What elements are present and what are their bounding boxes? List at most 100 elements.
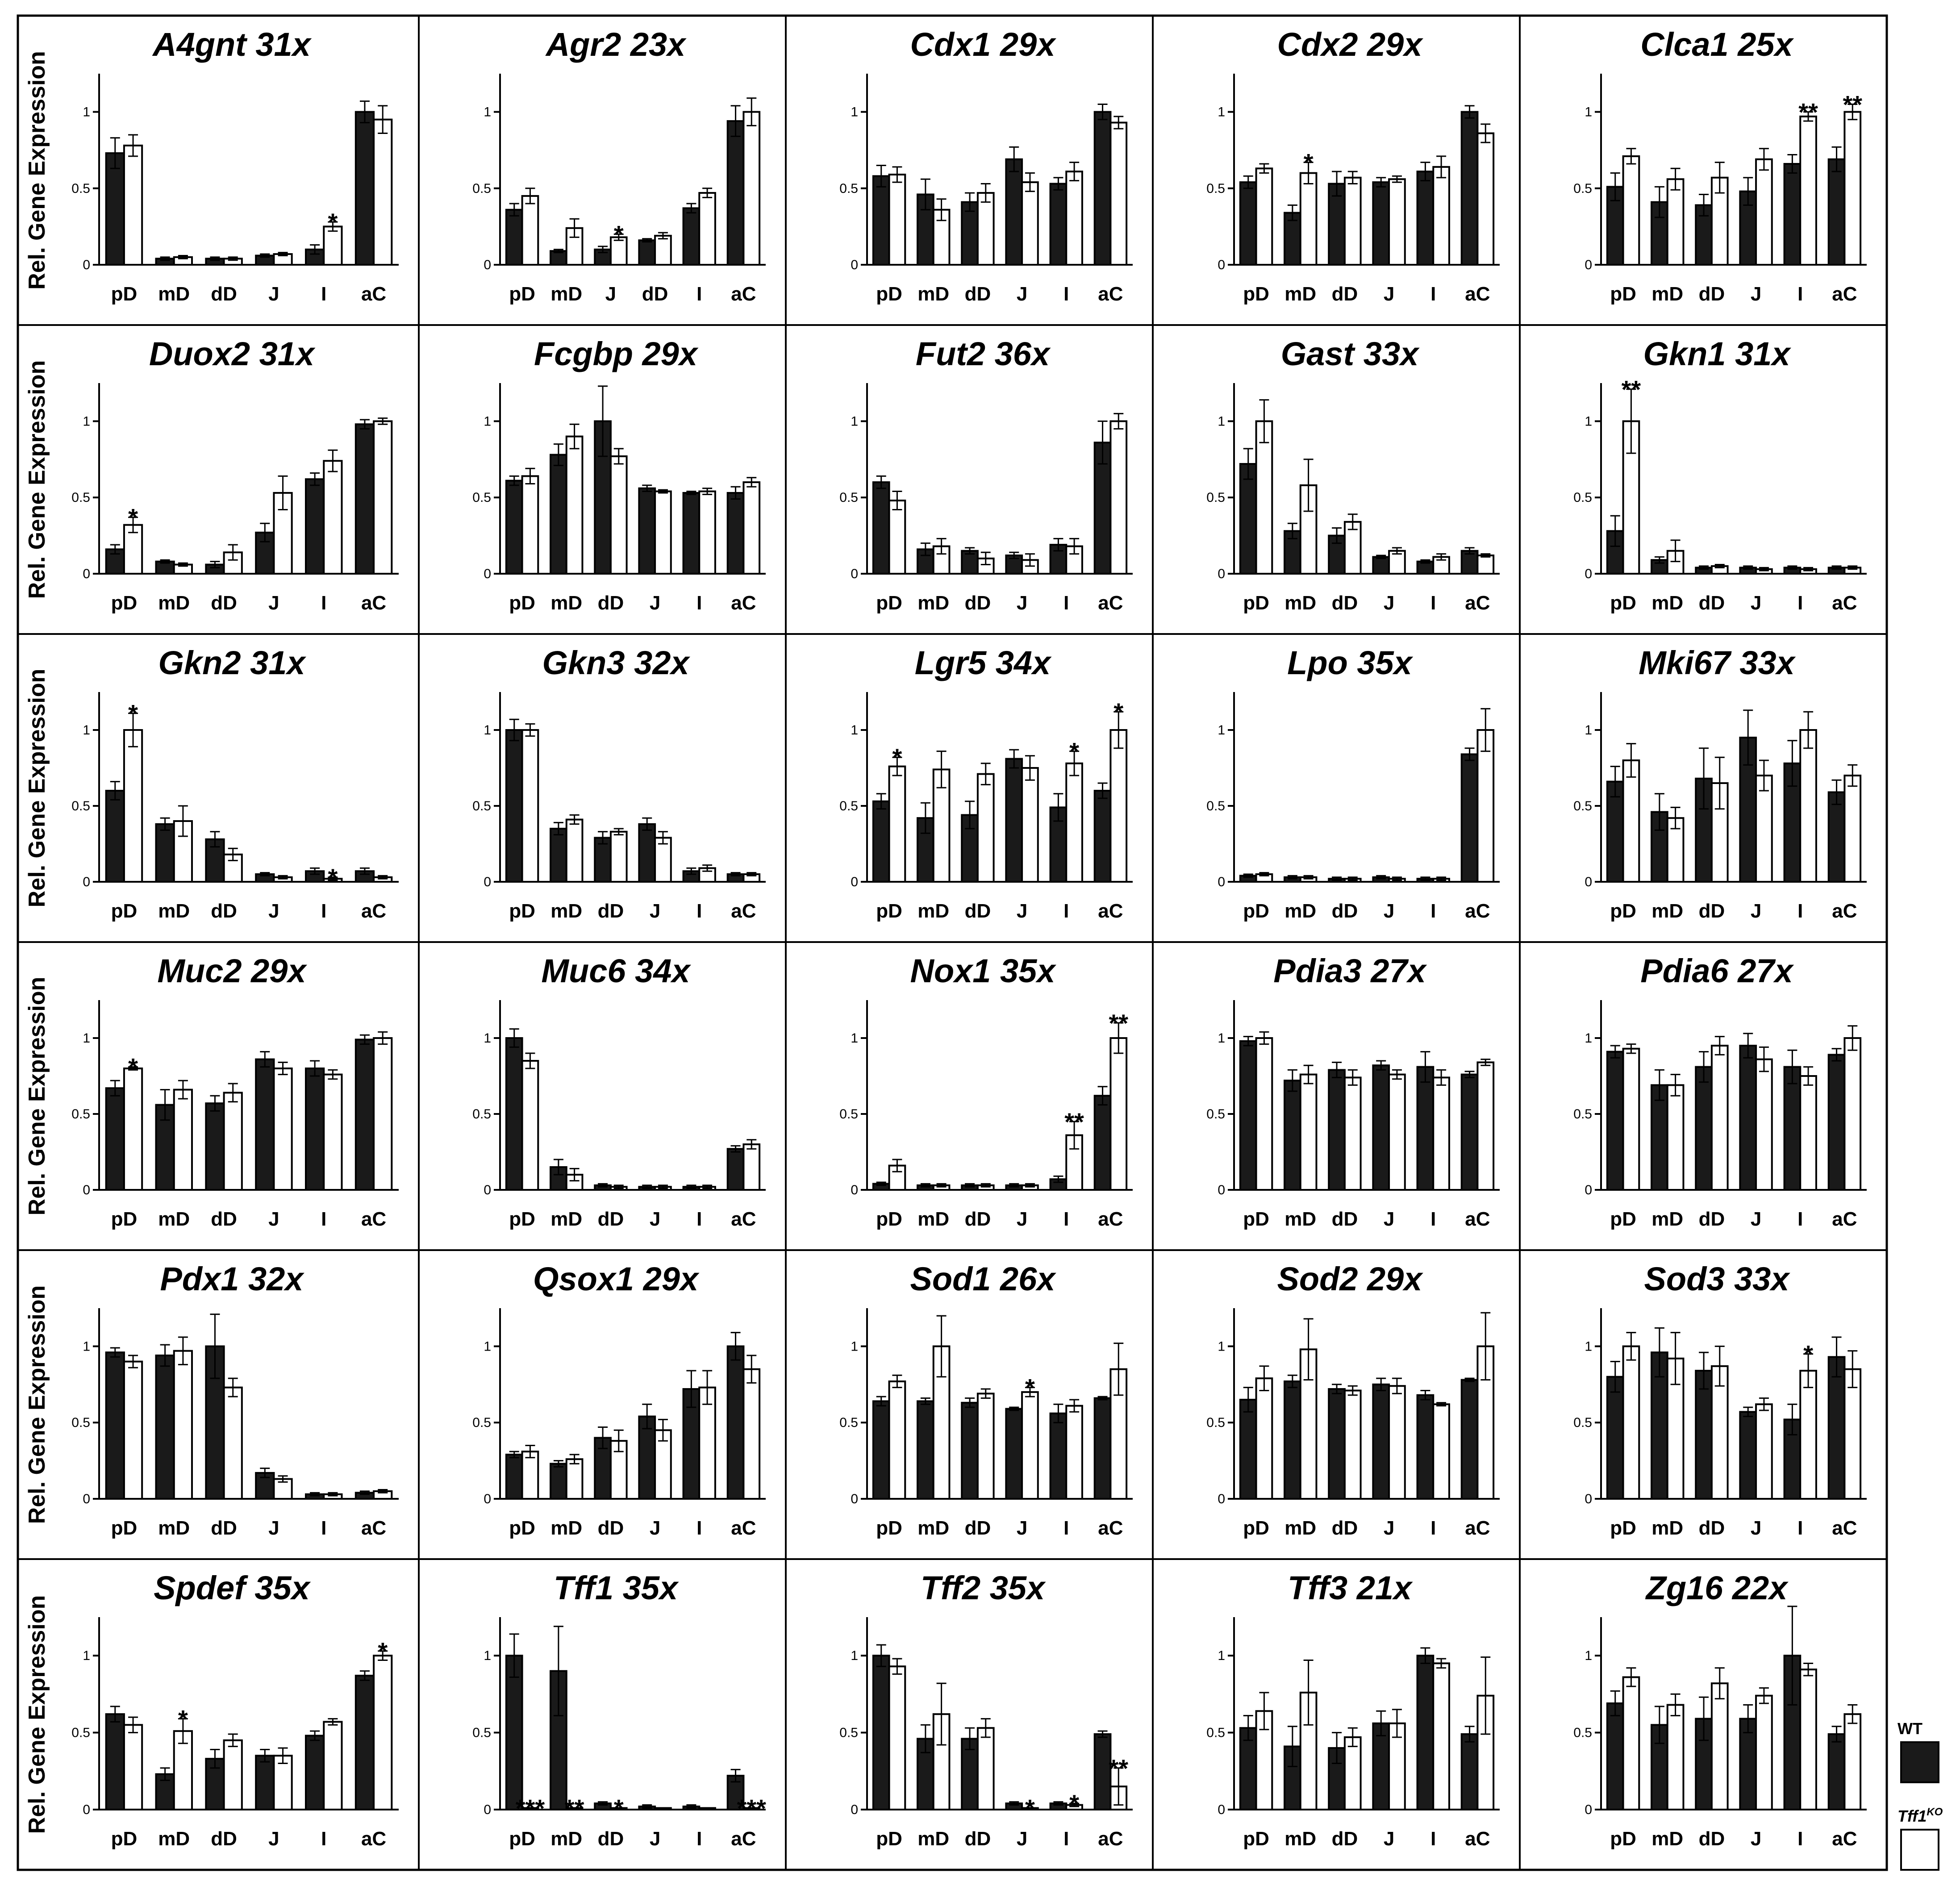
x-tick-label: mD	[917, 1208, 949, 1230]
x-tick-label: pD	[876, 1517, 902, 1539]
significance-marker: *	[328, 863, 338, 892]
x-tick-label: dD	[598, 900, 624, 922]
bar-ko	[698, 1807, 716, 1811]
significance-marker: **	[1109, 1754, 1128, 1782]
bar-ko	[223, 1092, 243, 1191]
y-tick-label: 0	[1585, 875, 1592, 889]
bar-wt	[682, 492, 701, 575]
bar-wt	[304, 1735, 325, 1811]
x-tick-label: pD	[1243, 592, 1269, 614]
y-axis-label: Rel. Gene Expression	[24, 977, 50, 1216]
panel-title: Muc2 29x	[157, 952, 307, 989]
x-tick-label: pD	[509, 283, 535, 305]
bar-wt	[205, 1102, 225, 1191]
x-tick-label: pD	[111, 1828, 138, 1850]
x-tick-label: dD	[211, 900, 237, 922]
bar-ko	[1432, 1662, 1450, 1810]
bar-ko	[1021, 181, 1039, 266]
y-tick-label: 0	[83, 1492, 90, 1506]
y-tick-label: 0	[1218, 567, 1225, 581]
panel-border	[1519, 1558, 1888, 1871]
x-tick-label: I	[1063, 900, 1069, 922]
y-tick-label: 1	[851, 723, 858, 738]
y-tick-label: 1	[83, 723, 90, 738]
bar-wt	[550, 1463, 567, 1500]
bar-wt	[1328, 183, 1346, 266]
bar-wt	[550, 828, 567, 883]
y-tick-label: 0	[484, 1802, 491, 1817]
bar-ko	[323, 1721, 343, 1811]
panel-title: Qsox1 29x	[533, 1260, 700, 1297]
x-tick-label: mD	[550, 1208, 582, 1230]
x-tick-label: J	[1384, 900, 1394, 922]
bar-ko	[223, 1386, 243, 1500]
bar-wt	[1093, 1095, 1112, 1191]
panel-title: Gkn2 31x	[158, 644, 306, 681]
bar-wt	[1049, 183, 1068, 266]
legend-wt-swatch	[1900, 1741, 1939, 1783]
bar-ko	[698, 490, 716, 575]
y-tick-label: 0	[484, 1183, 491, 1197]
y-tick-label: 0	[851, 258, 858, 272]
x-tick-label: I	[321, 592, 326, 614]
x-tick-label: dD	[965, 1517, 991, 1539]
x-tick-label: I	[696, 592, 702, 614]
x-tick-label: aC	[361, 900, 386, 922]
panel-title: Agr2 23x	[545, 26, 687, 63]
significance-marker: **	[1622, 375, 1641, 404]
bar-ko	[1065, 762, 1083, 883]
bar-wt	[550, 1670, 567, 1810]
legend-ko-swatch	[1900, 1829, 1939, 1871]
bar-wt	[1093, 1397, 1112, 1500]
x-tick-label: J	[1751, 283, 1761, 305]
bar-ko	[1388, 178, 1406, 266]
bar-wt	[872, 1400, 890, 1500]
panel-title: Mki67 33x	[1639, 644, 1796, 681]
y-tick-label: 0	[851, 1183, 858, 1197]
bar-wt	[1416, 1066, 1435, 1191]
bar-ko	[888, 500, 906, 575]
y-tick-label: 0.5	[71, 1107, 90, 1122]
x-tick-label: mD	[1651, 283, 1683, 305]
significance-marker: *	[128, 700, 138, 728]
bar-ko	[888, 1665, 906, 1810]
bar-ko	[1622, 759, 1640, 883]
x-tick-label: aC	[1098, 283, 1123, 305]
x-tick-label: mD	[1651, 900, 1683, 922]
x-tick-label: dD	[965, 900, 991, 922]
y-tick-label: 1	[851, 1648, 858, 1663]
x-tick-label: I	[1430, 1828, 1436, 1850]
x-tick-label: dD	[598, 592, 624, 614]
y-tick-label: 0	[83, 258, 90, 272]
y-tick-label: 0	[1218, 1802, 1225, 1817]
x-tick-label: I	[1797, 1208, 1803, 1230]
bar-wt	[1372, 181, 1390, 266]
bar-wt	[1005, 758, 1023, 883]
x-tick-label: J	[1017, 1828, 1027, 1850]
significance-marker: **	[1843, 90, 1862, 118]
significance-marker: *	[1803, 1340, 1813, 1368]
bar-ko	[976, 773, 995, 883]
bar-wt	[917, 1400, 934, 1500]
x-tick-label: J	[650, 1208, 660, 1230]
x-tick-label: mD	[1284, 1208, 1316, 1230]
bar-ko	[742, 1807, 761, 1811]
bar-wt	[505, 1453, 523, 1500]
significance-marker: *	[892, 743, 902, 772]
bar-ko	[521, 1451, 539, 1500]
x-tick-label: pD	[111, 900, 138, 922]
x-tick-label: aC	[1098, 1828, 1123, 1850]
significance-marker: *	[128, 1053, 138, 1081]
x-tick-label: I	[321, 900, 326, 922]
bar-wt	[872, 175, 890, 266]
bar-ko	[123, 1068, 143, 1191]
x-tick-label: mD	[1651, 1828, 1683, 1850]
bar-wt	[1695, 1066, 1713, 1191]
x-tick-label: dD	[642, 283, 668, 305]
bar-ko	[1432, 1403, 1450, 1500]
bar-wt	[1606, 1702, 1624, 1810]
